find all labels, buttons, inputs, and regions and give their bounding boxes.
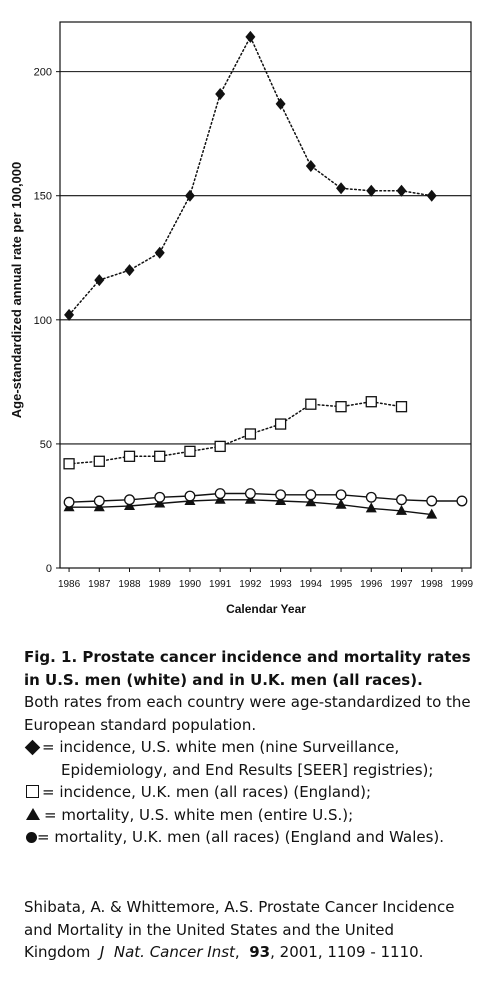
data-point <box>154 246 165 259</box>
x-tick-label: 1995 <box>330 579 353 590</box>
data-point <box>426 189 437 202</box>
triangle-icon <box>26 807 40 820</box>
citation-comma: , <box>234 943 240 961</box>
y-tick-label: 150 <box>34 191 52 203</box>
x-axis-ticks: 1986 1987 1988 1989 1990 1991 1992 1993 1994 1995… <box>58 568 474 590</box>
x-tick-label: 1996 <box>360 579 383 590</box>
data-point <box>94 274 105 287</box>
x-tick-label: 1994 <box>300 579 323 590</box>
x-tick-label: 1993 <box>269 579 292 590</box>
series-open-square <box>63 396 408 470</box>
citation-pages: , 2001, 1109 - 1110. <box>270 943 424 961</box>
data-point <box>63 458 75 470</box>
data-point <box>124 264 135 277</box>
y-tick-label: 100 <box>34 315 52 327</box>
x-axis-label: Calendar Year <box>226 602 306 616</box>
filled-circle-icon <box>26 832 37 843</box>
x-tick-label: 1999 <box>451 579 474 590</box>
data-point <box>124 494 135 506</box>
data-point <box>365 491 377 503</box>
data-point <box>335 498 347 509</box>
citation-journal: Nat. Cancer Inst <box>113 943 235 961</box>
data-point <box>396 494 407 506</box>
x-tick-label: 1998 <box>421 579 444 590</box>
legend-item-uk-mortality: = mortality, U.K. men (all races) (Engla… <box>24 826 486 849</box>
legend-text-continued: Epidemiology, and End Results [SEER] reg… <box>61 760 434 779</box>
data-point <box>184 490 196 502</box>
data-point <box>305 398 317 410</box>
y-tick-label: 50 <box>40 439 52 451</box>
data-point <box>275 97 286 110</box>
caption-body: Both rates from each country were age-st… <box>24 693 471 734</box>
plot-frame <box>59 21 472 569</box>
x-tick-label: 1990 <box>179 579 202 590</box>
y-axis-ticks: 0 50 100 150 200 <box>34 67 60 575</box>
citation: Shibata, A. & Whittemore, A.S. Prostate … <box>24 896 486 964</box>
legend-text: = incidence, U.S. white men (nine Survei… <box>42 738 400 756</box>
legend-text: = incidence, U.K. men (all races) (Engla… <box>42 783 371 801</box>
legend-text: = mortality, U.S. white men (entire U.S.… <box>44 805 354 824</box>
citation-volume: 93 <box>249 943 271 961</box>
caption-title: Fig. 1. Prostate cancer incidence and mo… <box>24 648 471 689</box>
data-point <box>244 428 257 440</box>
data-point <box>93 495 105 507</box>
citation-journal-j: J <box>99 943 105 961</box>
data-point <box>215 87 226 100</box>
data-point <box>214 440 226 453</box>
series-line <box>68 400 403 465</box>
grid-lines <box>60 71 471 445</box>
series-line <box>68 35 433 316</box>
legend-text: = mortality, U.K. men (all races) (Engla… <box>37 828 445 846</box>
data-point <box>275 489 287 501</box>
series-diamond <box>64 30 437 321</box>
data-point <box>93 455 105 467</box>
data-point <box>305 496 317 507</box>
data-point <box>244 488 256 499</box>
data-point <box>214 488 226 499</box>
data-point <box>395 401 408 413</box>
x-tick-label: 1986 <box>58 579 81 590</box>
citation-authors: Shibata, A. & Whittemore, A.S. Prostate … <box>24 898 455 961</box>
data-point <box>154 450 166 462</box>
data-point <box>456 495 468 507</box>
legend-item-us-mortality: = mortality, U.S. white men (entire U.S.… <box>24 804 486 827</box>
chart: 0 50 100 150 200 1986 1987 1988 1989 1990 1991 199… <box>9 21 474 616</box>
x-tick-label: 1989 <box>149 579 172 590</box>
data-point <box>426 495 438 507</box>
data-point <box>335 489 347 501</box>
data-point <box>395 504 407 515</box>
data-point <box>305 489 317 501</box>
x-tick-label: 1988 <box>118 579 141 590</box>
x-tick-label: 1992 <box>239 579 262 590</box>
x-tick-label: 1987 <box>88 579 111 590</box>
data-point <box>335 401 347 413</box>
x-tick-label: 1991 <box>209 579 232 590</box>
data-point <box>426 508 438 519</box>
x-tick-label: 1997 <box>390 579 413 590</box>
data-point <box>274 418 287 430</box>
y-axis-label: Age-standardized annual rate per 100,000 <box>9 162 24 418</box>
data-point <box>123 450 136 462</box>
series-open-circle <box>63 488 468 508</box>
data-point <box>184 445 196 458</box>
data-point <box>64 308 75 321</box>
diamond-icon <box>24 739 41 756</box>
data-point <box>63 496 75 508</box>
data-point <box>365 396 377 408</box>
y-tick-label: 0 <box>46 563 52 575</box>
legend-item-uk-incidence: = incidence, U.K. men (all races) (Engla… <box>24 781 486 804</box>
data-point <box>366 184 377 197</box>
data-point <box>396 184 407 197</box>
legend-item-us-incidence: = incidence, U.S. white men (nine Survei… <box>24 736 486 759</box>
data-point <box>245 30 256 43</box>
data-point <box>154 491 166 503</box>
data-point <box>336 182 347 195</box>
data-point <box>365 502 377 513</box>
data-point <box>305 159 316 172</box>
series-layer <box>63 30 468 519</box>
figure-caption: Fig. 1. Prostate cancer incidence and mo… <box>24 646 486 849</box>
open-square-icon <box>26 785 39 798</box>
data-point <box>184 189 195 202</box>
y-tick-label: 200 <box>34 67 52 79</box>
